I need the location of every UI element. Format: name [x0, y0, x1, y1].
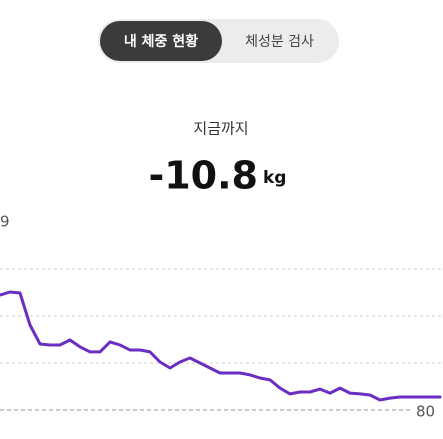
tab-active-bg — [100, 21, 222, 61]
summary-value: -10.8 — [148, 154, 258, 198]
tabs: 내 체중 현황 체성분 검사 — [100, 21, 314, 61]
chart: 80 9 — [0, 213, 443, 421]
y-tick-label: 9 — [0, 213, 10, 231]
y-tick-label: 80 — [416, 403, 435, 421]
tab[interactable]: 체성분 검사 — [245, 34, 314, 50]
summary-unit: kg — [263, 168, 286, 188]
summary-label: 지금까지 — [193, 120, 248, 138]
tab[interactable]: 내 체중 현황 — [124, 33, 198, 50]
weight-line — [0, 290, 442, 402]
